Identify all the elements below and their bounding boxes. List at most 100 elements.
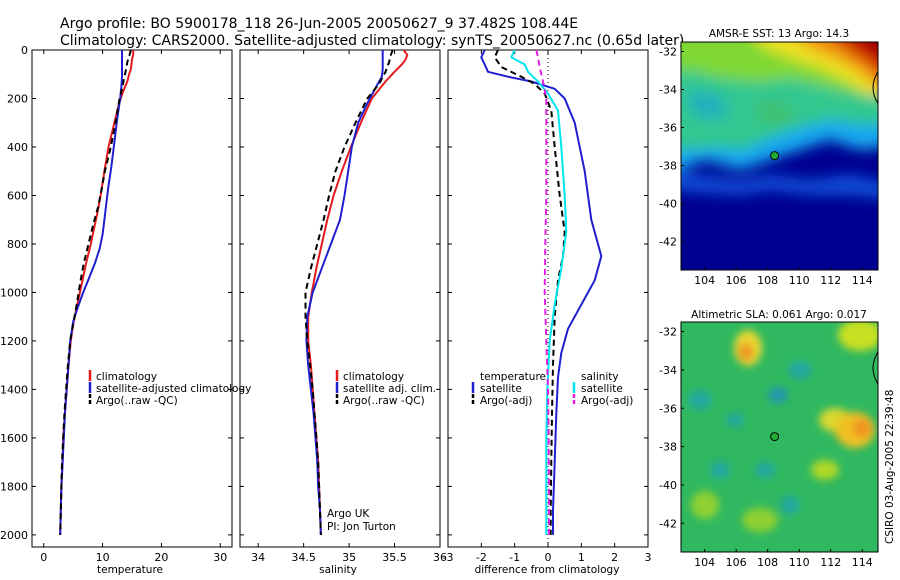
map-y-tick-label: -40 — [659, 479, 677, 492]
map-x-tick-label: 104 — [694, 274, 715, 287]
salinity-series-argo-raw-qc- — [304, 49, 394, 535]
argo-location-marker — [770, 151, 780, 161]
map-x-tick-label: 112 — [820, 556, 841, 569]
coastline-outline — [872, 71, 879, 104]
y-tick-label: 2000 — [0, 529, 28, 542]
x-tick-label: 1 — [578, 551, 585, 564]
difference-series-salinity-satellite — [510, 49, 568, 535]
y-tick-label: 1200 — [0, 335, 28, 348]
map-x-tick-label: 104 — [694, 556, 715, 569]
legend-header-salinity: salinity — [581, 371, 619, 383]
figure-title-line1: Argo profile: BO 5900178_118 26-Jun-2005… — [60, 16, 578, 32]
map-x-tick-label: 110 — [789, 556, 810, 569]
map-y-tick-label: -38 — [659, 160, 677, 173]
map-y-tick-label: -34 — [659, 364, 677, 377]
difference-series-temperature-satellite — [480, 49, 603, 535]
legend-label-sal-satellite: satellite — [581, 383, 623, 395]
salinity-legend: climatology satellite adj. clim. Argo(..… — [335, 370, 436, 407]
map-y-tick-label: -36 — [659, 402, 677, 415]
difference-xlabel: difference from climatology — [475, 564, 620, 576]
sst-map-frame — [680, 41, 879, 271]
salinity-series-satellite-adj-clim- — [305, 50, 384, 535]
y-tick-label: 200 — [7, 92, 28, 105]
legend-label-temp-argo: Argo(-adj) — [480, 395, 532, 407]
side-credit: CSIRO 03-Aug-2005 22:39:48 — [884, 390, 896, 544]
map-y-tick-label: -40 — [659, 198, 677, 211]
map-y-tick-label: -32 — [659, 46, 677, 59]
sla-map-frame — [680, 321, 879, 553]
map-x-tick-label: 106 — [726, 556, 747, 569]
temperature-panel: 0 10 20 30 0 200 400 600 800 1000 1200 1400 1600 1800… — [0, 44, 251, 576]
argo-location-marker — [770, 432, 780, 442]
salinity-panel: 34 34.5 35 35.5 36 salinity climatology sate… — [239, 49, 447, 576]
difference-series-salinity-argo-adj- — [535, 49, 550, 535]
sla-map-title: Altimetric SLA: 0.061 Argo: 0.017 — [691, 309, 867, 321]
legend-label-temp-satellite: satellite — [480, 383, 522, 395]
salinity-annotation-line2: PI: Jon Turton — [327, 521, 396, 533]
y-tick-label: 1600 — [0, 432, 28, 445]
legend-label-satellite: satellite adj. clim. — [343, 383, 436, 395]
sla-heatmap — [681, 322, 878, 552]
map-x-tick-label: 110 — [789, 274, 810, 287]
map-x-tick-label: 108 — [757, 274, 778, 287]
y-tick-label: 400 — [7, 141, 28, 154]
temperature-axes-frame — [31, 49, 233, 548]
sst-heatmap — [681, 42, 878, 270]
map-y-tick-label: -34 — [659, 84, 677, 97]
salinity-xlabel: salinity — [319, 564, 357, 576]
x-tick-label: -3 — [443, 551, 454, 564]
x-tick-label: 10 — [96, 551, 110, 564]
x-tick-label: 0 — [40, 551, 47, 564]
map-x-tick-label: 114 — [852, 556, 873, 569]
x-tick-label: 20 — [154, 551, 168, 564]
map-y-tick-label: -42 — [659, 236, 677, 249]
x-tick-label: 3 — [645, 551, 652, 564]
temperature-series-climatology — [59, 50, 135, 535]
x-tick-label: -2 — [476, 551, 487, 564]
x-tick-label: 35 — [342, 551, 356, 564]
x-tick-label: 30 — [213, 551, 227, 564]
x-tick-label: 34 — [251, 551, 265, 564]
x-tick-label: 0 — [545, 551, 552, 564]
map-x-tick-label: 106 — [726, 274, 747, 287]
legend-label-climatology: climatology — [343, 371, 404, 383]
sst-map-title: AMSR-E SST: 13 Argo: 14.3 — [709, 28, 849, 40]
map-y-tick-label: -42 — [659, 517, 677, 530]
coastline-outline — [872, 351, 879, 385]
x-tick-label: 36 — [433, 551, 447, 564]
difference-legend: temperature satellite Argo(-adj) salinit… — [471, 371, 633, 407]
y-tick-label: 1800 — [0, 480, 28, 493]
legend-label-argo: Argo(..raw -QC) — [96, 395, 178, 407]
difference-series-temperature-argo-adj- — [493, 49, 566, 535]
legend-label-argo: Argo(..raw -QC) — [343, 395, 425, 407]
y-tick-label: 0 — [21, 44, 28, 57]
map-x-tick-label: 114 — [852, 274, 873, 287]
legend-header-temperature: temperature — [480, 371, 546, 383]
legend-label-satellite: satellite-adjusted climatology — [96, 383, 251, 395]
temperature-series-argo-raw-qc- — [59, 49, 132, 535]
temperature-xlabel: temperature — [97, 564, 163, 576]
map-y-tick-label: -32 — [659, 326, 677, 339]
salinity-annotation-line1: Argo UK — [327, 508, 370, 520]
salinity-axes-frame — [239, 49, 441, 548]
map-x-tick-label: 112 — [820, 274, 841, 287]
sla-map-panel: Altimetric SLA: 0.061 Argo: 0.017 — [659, 309, 879, 569]
y-tick-label: 800 — [7, 238, 28, 251]
map-y-tick-label: -36 — [659, 122, 677, 135]
map-x-tick-label: 108 — [757, 556, 778, 569]
y-tick-label: 600 — [7, 189, 28, 202]
difference-panel: -3 -2 -1 0 1 2 3 difference from climatology t… — [443, 49, 652, 576]
temperature-legend: climatology satellite-adjusted climatolo… — [88, 370, 251, 407]
legend-label-climatology: climatology — [96, 371, 157, 383]
figure-title-line2: Climatology: CARS2000. Satellite-adjuste… — [60, 33, 684, 49]
sst-map-panel: AMSR-E SST: 13 Argo: 14.3 104 106 108 110 11… — [659, 28, 879, 287]
temperature-series-satellite-adjusted-climatology — [59, 50, 123, 535]
x-tick-label: -1 — [509, 551, 520, 564]
x-tick-label: 2 — [611, 551, 618, 564]
y-tick-label: 1400 — [0, 383, 28, 396]
map-y-tick-label: -38 — [659, 441, 677, 454]
y-tick-label: 1000 — [0, 286, 28, 299]
x-tick-label: 35.5 — [382, 551, 407, 564]
x-tick-label: 34.5 — [291, 551, 316, 564]
